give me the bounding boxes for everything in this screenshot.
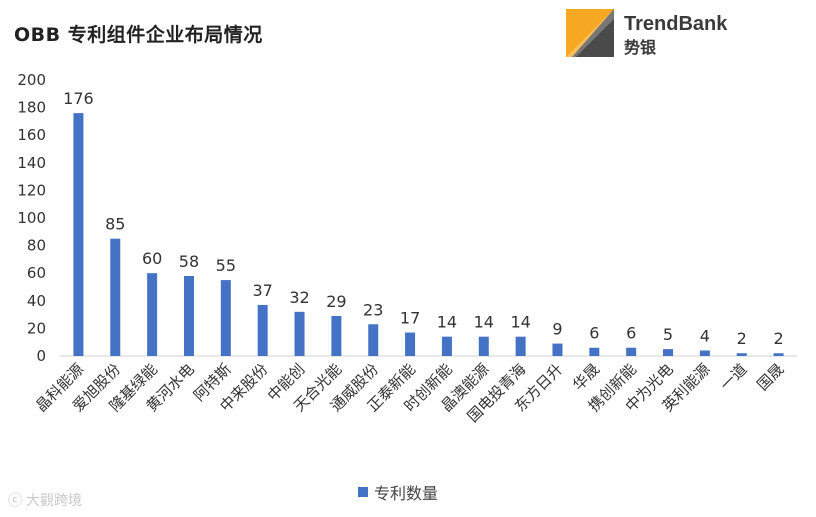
bar xyxy=(441,336,452,356)
x-tick-label: 国晟 xyxy=(753,360,787,394)
logo-mark-icon xyxy=(566,9,614,57)
data-label: 176 xyxy=(63,89,94,108)
data-label: 14 xyxy=(474,313,494,332)
bar xyxy=(478,336,489,356)
y-tick-label: 0 xyxy=(36,347,46,365)
bar xyxy=(73,113,84,357)
data-label: 4 xyxy=(700,326,710,345)
chart-legend: 专利数量 xyxy=(358,480,438,504)
data-label: 37 xyxy=(252,281,272,300)
y-tick-label: 20 xyxy=(27,319,46,337)
data-label: 2 xyxy=(773,329,783,348)
y-tick-label: 40 xyxy=(27,292,46,310)
logo-text-cn: 势银 xyxy=(624,38,657,57)
data-label: 23 xyxy=(363,300,383,319)
bar xyxy=(110,238,121,356)
bar xyxy=(257,304,268,356)
y-tick-label: 120 xyxy=(17,181,46,199)
bar xyxy=(773,353,784,356)
data-label: 14 xyxy=(510,313,530,332)
bar xyxy=(220,280,231,356)
data-label: 9 xyxy=(552,320,562,339)
bar xyxy=(663,349,674,356)
y-tick-label: 160 xyxy=(17,126,46,144)
bar-chart: 020406080100120140160180200176晶科能源85爱旭股份… xyxy=(17,71,797,426)
bar xyxy=(699,350,710,356)
y-tick-label: 60 xyxy=(27,264,46,282)
data-label: 5 xyxy=(663,325,673,344)
data-label: 58 xyxy=(179,252,199,271)
logo-text-en: TrendBank xyxy=(624,13,728,35)
data-label: 14 xyxy=(437,313,457,332)
y-tick-label: 80 xyxy=(27,237,46,255)
bar xyxy=(589,347,600,356)
watermark: ⓒ 大觀跨境 xyxy=(8,490,82,510)
bar xyxy=(331,315,342,356)
data-label: 55 xyxy=(216,256,236,275)
bar xyxy=(626,347,637,356)
y-tick-label: 200 xyxy=(17,71,46,89)
watermark-text: 大觀跨境 xyxy=(26,493,82,509)
bar xyxy=(183,275,194,356)
watermark-logo-icon: ⓒ xyxy=(8,493,22,509)
bar xyxy=(515,336,526,356)
data-label: 60 xyxy=(142,249,162,268)
bar xyxy=(736,353,747,356)
legend-label: 专利数量 xyxy=(374,484,439,503)
data-label: 6 xyxy=(626,324,636,343)
data-label: 29 xyxy=(326,292,346,311)
y-tick-label: 180 xyxy=(17,99,46,117)
data-label: 17 xyxy=(400,309,420,328)
bar xyxy=(294,311,305,356)
bar xyxy=(552,343,563,356)
y-tick-label: 100 xyxy=(17,209,46,227)
data-label: 2 xyxy=(737,329,747,348)
x-tick-label: 一道 xyxy=(717,360,751,394)
bar xyxy=(147,273,158,356)
data-label: 6 xyxy=(589,324,599,343)
legend-swatch xyxy=(358,487,368,497)
y-tick-label: 140 xyxy=(17,154,46,172)
data-label: 32 xyxy=(289,288,309,307)
bar xyxy=(405,332,416,356)
trendbank-logo: TrendBank 势银 xyxy=(566,9,806,57)
chart-title: OBB 专利组件企业布局情况 xyxy=(14,24,263,46)
bar xyxy=(368,324,379,356)
data-label: 85 xyxy=(105,215,125,234)
